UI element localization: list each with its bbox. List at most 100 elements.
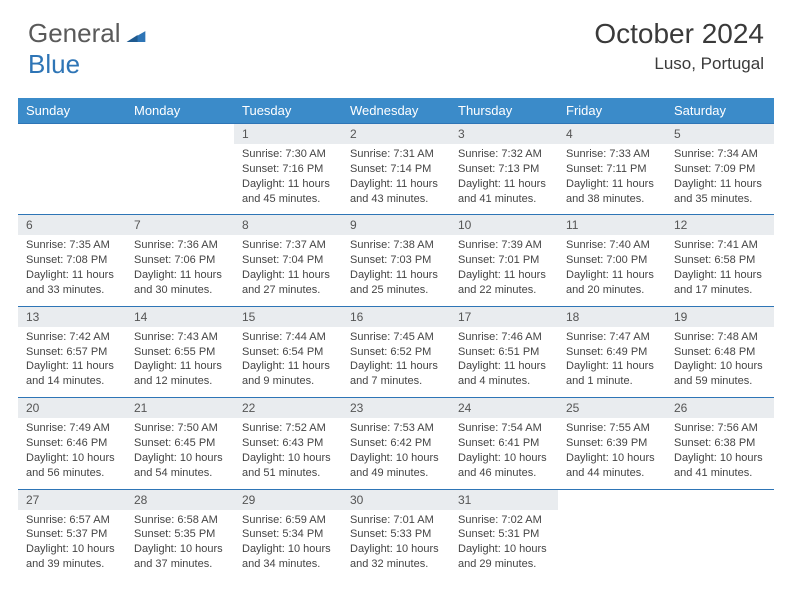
sunset-text: Sunset: 6:39 PM [566,436,658,451]
weekday-header: Saturday [666,98,774,124]
day-detail: Sunrise: 7:31 AMSunset: 7:14 PMDaylight:… [342,144,450,215]
sunrise-text: Sunrise: 7:55 AM [566,421,658,436]
day-detail: Sunrise: 7:44 AMSunset: 6:54 PMDaylight:… [234,327,342,398]
sunset-text: Sunset: 6:52 PM [350,345,442,360]
sunset-text: Sunset: 6:54 PM [242,345,334,360]
daylight-text: Daylight: 11 hours and 7 minutes. [350,359,442,389]
day-number: 14 [126,306,234,327]
day-detail-row: Sunrise: 7:42 AMSunset: 6:57 PMDaylight:… [18,327,774,398]
day-detail: Sunrise: 7:41 AMSunset: 6:58 PMDaylight:… [666,235,774,306]
day-detail: Sunrise: 7:39 AMSunset: 7:01 PMDaylight:… [450,235,558,306]
title-block: October 2024 Luso, Portugal [594,18,764,74]
sunrise-text: Sunrise: 7:45 AM [350,330,442,345]
sunrise-text: Sunrise: 7:53 AM [350,421,442,436]
day-detail: Sunrise: 7:48 AMSunset: 6:48 PMDaylight:… [666,327,774,398]
sunrise-text: Sunrise: 7:44 AM [242,330,334,345]
empty-cell [666,510,774,580]
daylight-text: Daylight: 11 hours and 43 minutes. [350,177,442,207]
day-number: 11 [558,215,666,236]
sunset-text: Sunset: 6:51 PM [458,345,550,360]
sunset-text: Sunset: 5:33 PM [350,527,442,542]
day-detail: Sunrise: 7:32 AMSunset: 7:13 PMDaylight:… [450,144,558,215]
weekday-header: Wednesday [342,98,450,124]
daylight-text: Daylight: 10 hours and 44 minutes. [566,451,658,481]
sunset-text: Sunset: 6:41 PM [458,436,550,451]
sunset-text: Sunset: 5:34 PM [242,527,334,542]
day-detail: Sunrise: 7:53 AMSunset: 6:42 PMDaylight:… [342,418,450,489]
day-detail: Sunrise: 7:56 AMSunset: 6:38 PMDaylight:… [666,418,774,489]
location: Luso, Portugal [594,54,764,74]
empty-cell [666,489,774,510]
daylight-text: Daylight: 11 hours and 20 minutes. [566,268,658,298]
day-detail: Sunrise: 7:47 AMSunset: 6:49 PMDaylight:… [558,327,666,398]
sunrise-text: Sunrise: 7:02 AM [458,513,550,528]
day-detail: Sunrise: 7:37 AMSunset: 7:04 PMDaylight:… [234,235,342,306]
daylight-text: Daylight: 11 hours and 1 minute. [566,359,658,389]
sunrise-text: Sunrise: 7:33 AM [566,147,658,162]
day-number: 30 [342,489,450,510]
sunset-text: Sunset: 6:46 PM [26,436,118,451]
sunset-text: Sunset: 6:55 PM [134,345,226,360]
sunrise-text: Sunrise: 7:35 AM [26,238,118,253]
day-detail: Sunrise: 7:34 AMSunset: 7:09 PMDaylight:… [666,144,774,215]
day-detail: Sunrise: 7:38 AMSunset: 7:03 PMDaylight:… [342,235,450,306]
daylight-text: Daylight: 10 hours and 29 minutes. [458,542,550,572]
daylight-text: Daylight: 11 hours and 14 minutes. [26,359,118,389]
sunrise-text: Sunrise: 7:52 AM [242,421,334,436]
day-number: 25 [558,398,666,419]
empty-cell [558,489,666,510]
sunset-text: Sunset: 7:11 PM [566,162,658,177]
day-number-row: 2728293031 [18,489,774,510]
day-number-row: 12345 [18,124,774,145]
calendar-table: SundayMondayTuesdayWednesdayThursdayFrid… [18,98,774,580]
sunset-text: Sunset: 6:49 PM [566,345,658,360]
daylight-text: Daylight: 10 hours and 46 minutes. [458,451,550,481]
day-number: 15 [234,306,342,327]
logo-text-blue: Blue [28,49,80,79]
sunset-text: Sunset: 6:42 PM [350,436,442,451]
day-number: 29 [234,489,342,510]
logo-text-general: General [28,18,121,48]
day-detail: Sunrise: 7:02 AMSunset: 5:31 PMDaylight:… [450,510,558,580]
day-number: 27 [18,489,126,510]
sunset-text: Sunset: 7:14 PM [350,162,442,177]
day-number: 16 [342,306,450,327]
sunrise-text: Sunrise: 7:41 AM [674,238,766,253]
day-number: 9 [342,215,450,236]
day-detail: Sunrise: 7:46 AMSunset: 6:51 PMDaylight:… [450,327,558,398]
daylight-text: Daylight: 10 hours and 56 minutes. [26,451,118,481]
day-detail-row: Sunrise: 7:30 AMSunset: 7:16 PMDaylight:… [18,144,774,215]
sunset-text: Sunset: 6:58 PM [674,253,766,268]
day-detail: Sunrise: 7:42 AMSunset: 6:57 PMDaylight:… [18,327,126,398]
daylight-text: Daylight: 11 hours and 45 minutes. [242,177,334,207]
day-detail: Sunrise: 7:50 AMSunset: 6:45 PMDaylight:… [126,418,234,489]
daylight-text: Daylight: 11 hours and 38 minutes. [566,177,658,207]
day-number: 24 [450,398,558,419]
day-number: 5 [666,124,774,145]
logo: GeneralBlue [28,18,147,80]
sunset-text: Sunset: 6:45 PM [134,436,226,451]
daylight-text: Daylight: 11 hours and 22 minutes. [458,268,550,298]
weekday-header: Thursday [450,98,558,124]
day-number: 3 [450,124,558,145]
day-detail: Sunrise: 6:57 AMSunset: 5:37 PMDaylight:… [18,510,126,580]
sunrise-text: Sunrise: 7:32 AM [458,147,550,162]
day-detail: Sunrise: 7:54 AMSunset: 6:41 PMDaylight:… [450,418,558,489]
sunset-text: Sunset: 7:16 PM [242,162,334,177]
sunrise-text: Sunrise: 7:34 AM [674,147,766,162]
sunset-text: Sunset: 6:57 PM [26,345,118,360]
day-number: 18 [558,306,666,327]
sunset-text: Sunset: 7:04 PM [242,253,334,268]
day-detail: Sunrise: 7:36 AMSunset: 7:06 PMDaylight:… [126,235,234,306]
daylight-text: Daylight: 10 hours and 59 minutes. [674,359,766,389]
sunset-text: Sunset: 5:35 PM [134,527,226,542]
sunrise-text: Sunrise: 7:39 AM [458,238,550,253]
day-detail: Sunrise: 7:01 AMSunset: 5:33 PMDaylight:… [342,510,450,580]
daylight-text: Daylight: 11 hours and 30 minutes. [134,268,226,298]
day-number-row: 6789101112 [18,215,774,236]
weekday-header-row: SundayMondayTuesdayWednesdayThursdayFrid… [18,98,774,124]
day-detail: Sunrise: 7:45 AMSunset: 6:52 PMDaylight:… [342,327,450,398]
day-number: 20 [18,398,126,419]
sunset-text: Sunset: 7:08 PM [26,253,118,268]
empty-cell [18,124,126,145]
